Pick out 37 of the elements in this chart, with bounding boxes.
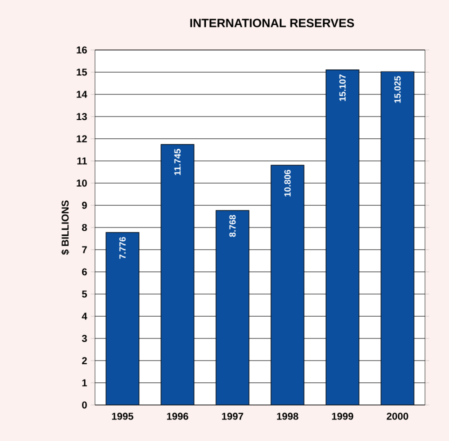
y-tick-label: 1	[82, 379, 87, 386]
y-tick-label: 16	[76, 46, 87, 54]
y-tick-label: 4	[82, 312, 88, 320]
bar	[216, 210, 250, 405]
data-label: 7.776	[119, 237, 126, 259]
bar	[270, 164, 304, 405]
bar	[106, 232, 140, 405]
y-tick-label: 10	[76, 180, 87, 187]
bar	[380, 71, 414, 405]
y-tick-label: 2	[82, 357, 87, 364]
y-tick-label: 15	[76, 68, 87, 76]
data-label: 8.768	[229, 215, 236, 237]
chart-title: INTERNATIONAL RESERVES	[190, 18, 354, 28]
y-tick-label: 8	[82, 224, 87, 232]
y-tick-label: 6	[82, 268, 87, 276]
x-tick-label: 1999	[332, 412, 354, 420]
y-axis-title: $ BILLIONS	[61, 200, 70, 255]
x-tick-label: 2000	[386, 412, 408, 420]
y-tick-label: 11	[77, 157, 87, 164]
y-tick-label: 12	[76, 135, 87, 142]
x-tick-label: 1995	[112, 412, 134, 420]
data-label: 15.025	[394, 76, 401, 103]
y-tick-label: 5	[82, 290, 87, 298]
y-tick-label: 3	[82, 334, 87, 342]
y-tick-label: 13	[76, 113, 87, 120]
data-label: 10.806	[284, 170, 291, 196]
y-tick-label: 14	[76, 90, 88, 98]
bar	[160, 144, 194, 405]
data-label: 11.745	[174, 148, 181, 176]
x-tick-label: 1998	[277, 412, 298, 420]
y-tick-label: 0	[82, 401, 87, 409]
x-tick-label: 1996	[167, 412, 188, 420]
x-tick-label: 1997	[222, 412, 244, 420]
y-tick-label: 9	[82, 202, 87, 209]
bar	[326, 70, 360, 405]
data-label: 15.107	[339, 74, 346, 101]
y-tick-label: 7	[82, 246, 87, 254]
